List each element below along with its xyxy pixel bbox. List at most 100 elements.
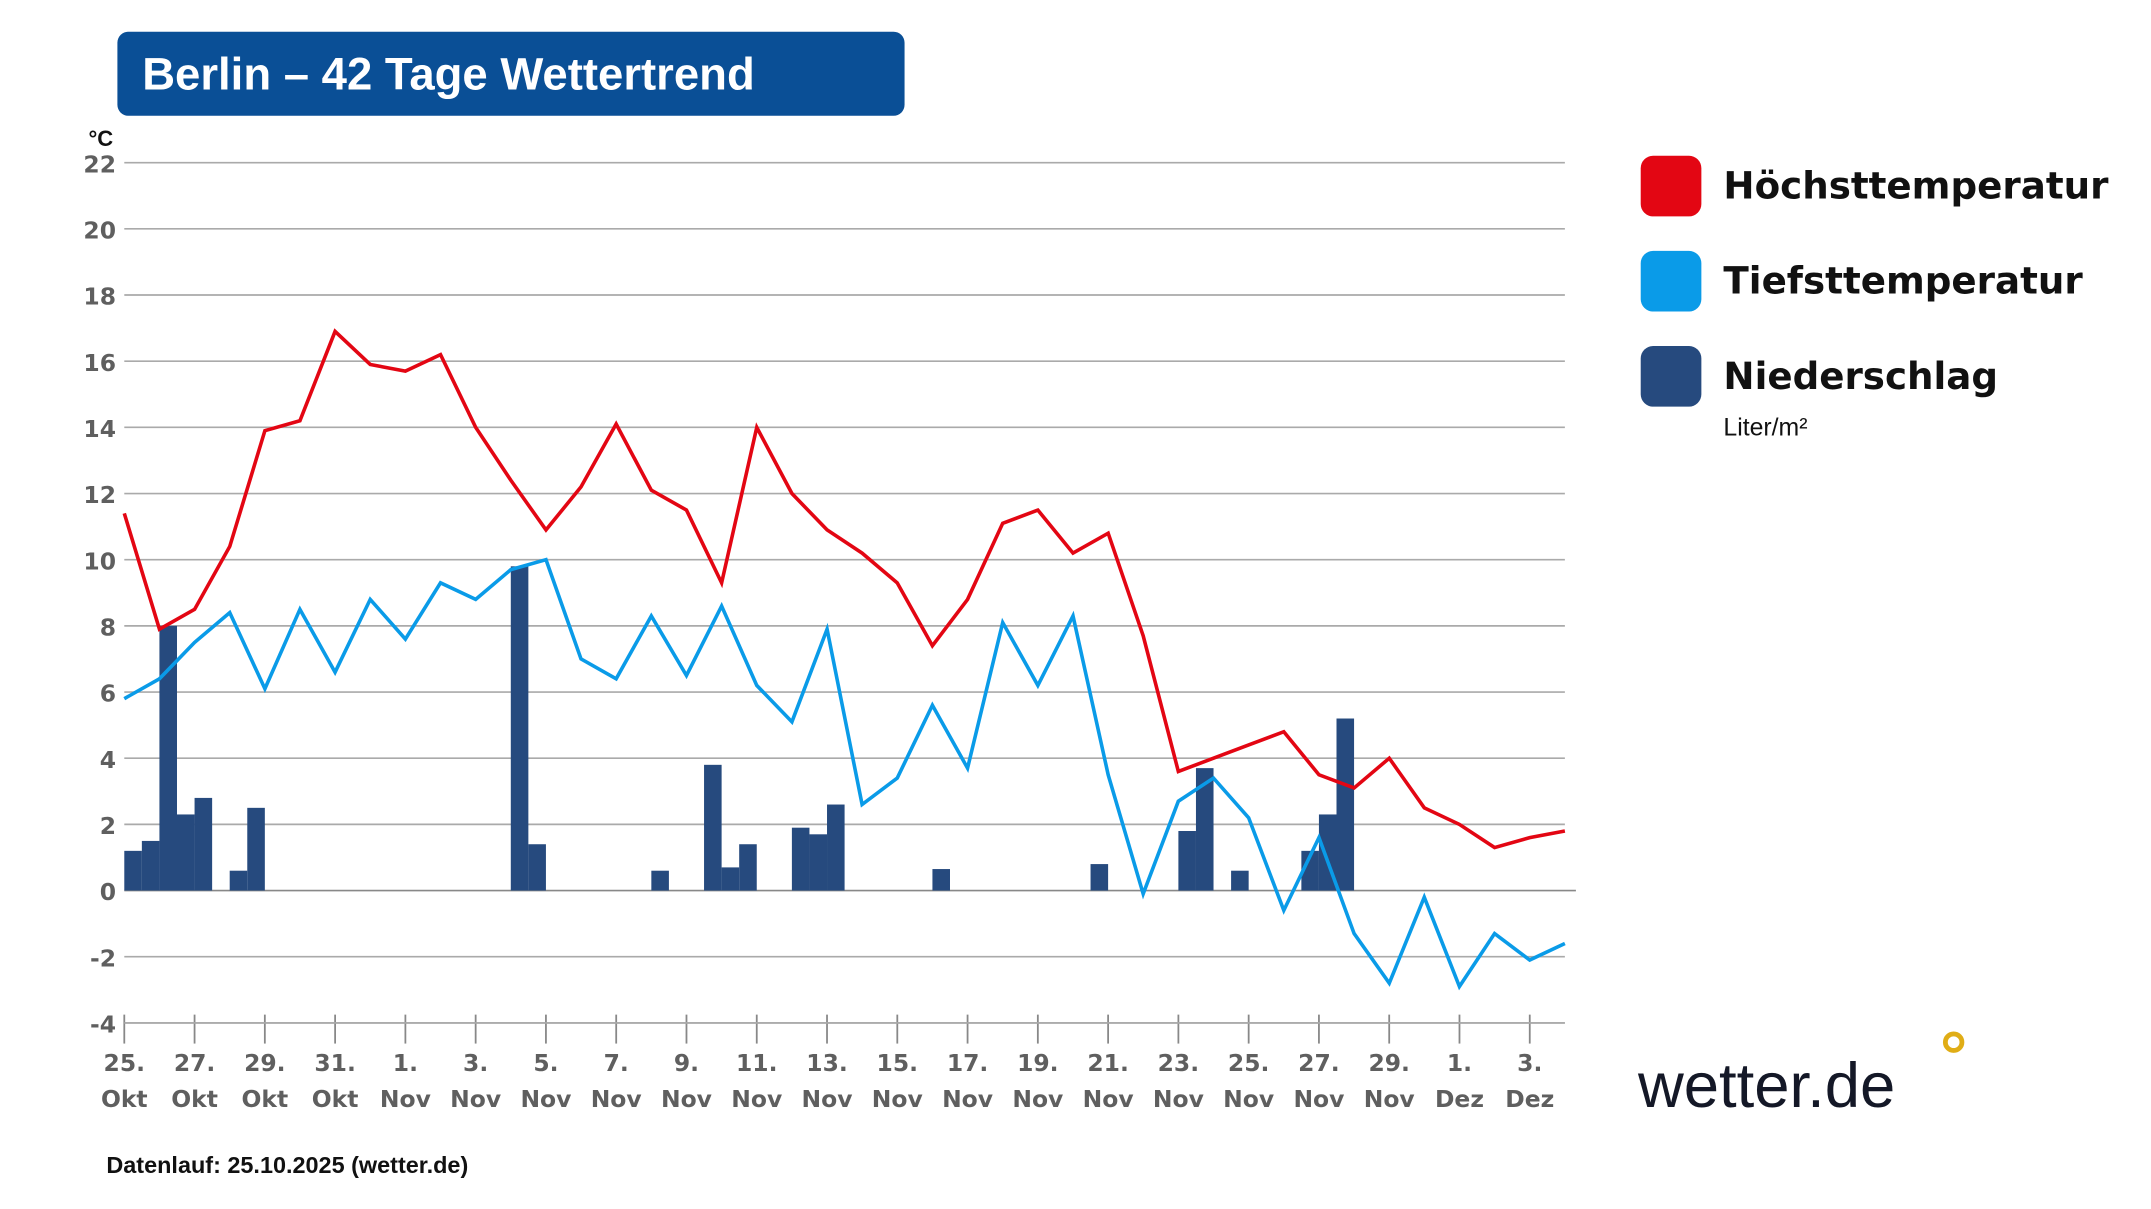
- y-tick-label: 18: [83, 283, 116, 311]
- x-tick-month: Nov: [802, 1085, 853, 1113]
- x-tick-month: Nov: [591, 1085, 642, 1113]
- y-tick-label: 16: [83, 349, 116, 377]
- y-tick-label: 4: [100, 746, 116, 774]
- data-run-note: Datenlauf: 25.10.2025 (wetter.de): [106, 1152, 468, 1178]
- x-tick-month: Nov: [520, 1085, 571, 1113]
- x-tick-month: Nov: [872, 1085, 923, 1113]
- precipitation-bar: [827, 804, 845, 891]
- x-tick-day: 5.: [533, 1049, 558, 1077]
- x-tick-day: 17.: [947, 1049, 989, 1077]
- x-tick-day: 25.: [1228, 1049, 1270, 1077]
- legend-swatch-min: [1640, 250, 1702, 312]
- precipitation-bar: [1231, 870, 1249, 891]
- x-tick-day: 29.: [244, 1049, 286, 1077]
- y-tick-label: 0: [100, 878, 116, 906]
- x-tick-month: Nov: [942, 1085, 993, 1113]
- x-tick-day: 11.: [736, 1049, 778, 1077]
- precipitation-bar: [932, 869, 951, 891]
- y-tick-label: 8: [100, 614, 116, 642]
- precipitation-bar: [1178, 830, 1196, 891]
- precipitation-bar: [1090, 864, 1109, 891]
- y-tick-label: 6: [100, 680, 116, 708]
- x-tick-month: Nov: [731, 1085, 782, 1113]
- x-tick-month: Nov: [1153, 1085, 1204, 1113]
- y-tick-label: -4: [90, 1011, 116, 1039]
- precipitation-bar: [194, 797, 213, 891]
- x-axis-ticks: 25. Okt 27. Okt 29. Okt 31. Okt 1. Nov 3. Nov 5. Nov 7…: [101, 1014, 1565, 1113]
- title-background: [117, 31, 905, 116]
- x-tick-month: Okt: [312, 1085, 359, 1113]
- x-tick-month: Okt: [241, 1085, 288, 1113]
- x-tick-month: Nov: [380, 1085, 431, 1113]
- x-tick-day: 29.: [1368, 1049, 1410, 1077]
- x-tick-day: 3.: [463, 1049, 488, 1077]
- precipitation-bars: [124, 566, 1355, 891]
- x-tick-month: Nov: [1223, 1085, 1274, 1113]
- legend-label-precip: Niederschlag: [1723, 354, 1998, 398]
- min-temperature-line: [123, 557, 1566, 991]
- y-tick-label: 14: [83, 415, 116, 443]
- precipitation-bar: [124, 850, 142, 891]
- legend-swatch-max: [1640, 155, 1702, 217]
- x-tick-day: 7.: [604, 1049, 629, 1077]
- x-tick-month: Nov: [661, 1085, 712, 1113]
- legend-precip-unit: Liter/m²: [1723, 415, 1807, 442]
- max-temperature-line: [122, 328, 1566, 850]
- precipitation-bar: [229, 870, 248, 891]
- y-axis-unit: °C: [88, 126, 113, 151]
- x-tick-day: 13.: [806, 1049, 848, 1077]
- y-tick-label: 12: [83, 481, 116, 509]
- legend-swatch-precip: [1640, 346, 1702, 407]
- precipitation-bar: [159, 625, 177, 891]
- precipitation-bar: [1301, 850, 1319, 891]
- x-tick-day: 31.: [314, 1049, 356, 1077]
- x-tick-day: 1.: [1447, 1049, 1472, 1077]
- x-tick-month: Dez: [1435, 1085, 1484, 1113]
- wetter-de-logo: wetter.de: [1637, 1031, 1965, 1121]
- x-tick-month: Nov: [1012, 1085, 1063, 1113]
- precipitation-bar: [510, 566, 529, 891]
- precipitation-bar: [704, 764, 722, 891]
- x-tick-day: 27.: [1298, 1049, 1340, 1077]
- x-tick-day: 15.: [877, 1049, 919, 1077]
- y-tick-label: 20: [83, 216, 116, 244]
- y-tick-label: 22: [83, 150, 116, 178]
- precipitation-bar: [739, 844, 757, 891]
- y-tick-label: 10: [83, 547, 116, 575]
- precipitation-bar: [809, 834, 828, 891]
- precipitation-bar: [651, 870, 669, 891]
- precipitation-bar: [247, 807, 265, 891]
- x-tick-month: Nov: [450, 1085, 501, 1113]
- x-tick-day: 23.: [1158, 1049, 1200, 1077]
- x-tick-day: 21.: [1087, 1049, 1129, 1077]
- legend: Höchsttemperatur Tiefsttemperatur Nieder…: [1640, 155, 2109, 442]
- x-tick-day: 1.: [393, 1049, 418, 1077]
- x-tick-day: 25.: [104, 1049, 146, 1077]
- x-tick-month: Nov: [1293, 1085, 1344, 1113]
- precipitation-bar: [141, 840, 160, 891]
- x-tick-day: 9.: [674, 1049, 699, 1077]
- x-tick-month: Okt: [101, 1085, 148, 1113]
- legend-label-max: Höchsttemperatur: [1723, 164, 2109, 208]
- x-tick-day: 3.: [1517, 1049, 1542, 1077]
- x-tick-month: Nov: [1083, 1085, 1134, 1113]
- precipitation-bar: [1195, 768, 1214, 891]
- logo-dot-icon: [1942, 1031, 1965, 1053]
- page-title: Berlin – 42 Tage Wettertrend: [142, 49, 755, 100]
- x-tick-day: 19.: [1017, 1049, 1058, 1077]
- legend-label-min: Tiefsttemperatur: [1723, 259, 2083, 303]
- legend-item-precipitation: Niederschlag Liter/m²: [1640, 346, 1998, 442]
- legend-item-min-temp: Tiefsttemperatur: [1640, 250, 2083, 312]
- y-tick-label: 2: [100, 812, 116, 840]
- precipitation-bar: [721, 867, 740, 891]
- x-tick-month: Dez: [1505, 1085, 1554, 1113]
- precipitation-bar: [1336, 718, 1355, 891]
- x-tick-day: 27.: [174, 1049, 215, 1077]
- x-tick-month: Nov: [1364, 1085, 1415, 1113]
- precipitation-bar: [791, 827, 810, 891]
- y-tick-label: -2: [90, 944, 116, 972]
- grid-lines: [124, 161, 1576, 1024]
- x-tick-month: Okt: [171, 1085, 218, 1113]
- precipitation-bar: [176, 814, 195, 891]
